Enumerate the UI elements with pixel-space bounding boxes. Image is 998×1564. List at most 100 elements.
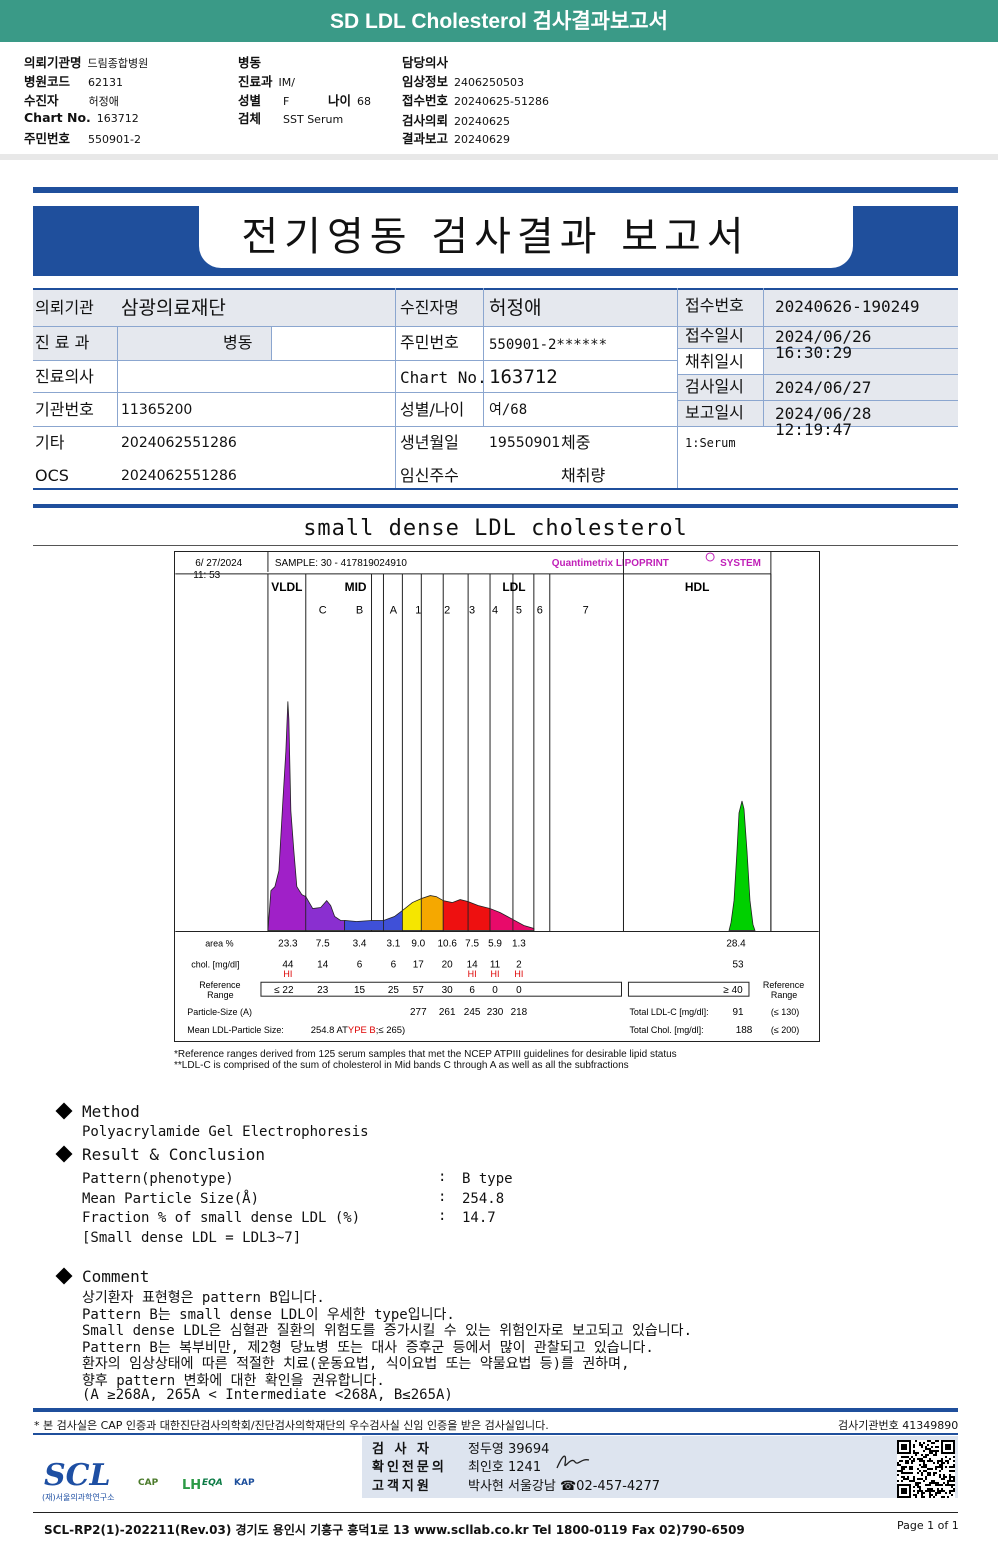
dept-field: 진료과 IM/	[238, 74, 295, 89]
particle-size-value: 230	[487, 1007, 504, 1018]
report-date-value: 2024/06/28 12:19:47	[775, 404, 872, 439]
qr-code-icon	[897, 1440, 955, 1498]
dept-value: 병동	[223, 333, 253, 352]
band-peak	[467, 900, 491, 931]
ldl-band-label: 7	[583, 605, 589, 617]
chart-value: 163712	[489, 366, 558, 388]
result-note: [Small dense LDL = LDL3~7]	[82, 1230, 302, 1246]
chol-flag: HI	[514, 969, 523, 979]
band-peak	[489, 907, 514, 931]
ldl-band-label: 6	[537, 605, 543, 617]
ldl-band-label: 4	[492, 605, 498, 617]
sexage-label: 성별/나이	[400, 400, 465, 419]
inst-value: 11365200	[121, 402, 193, 418]
report-date-label: 보고일시	[685, 403, 744, 422]
company-address: SCL-RP2(1)-202211(Rev.03) 경기도 용인시 기흥구 흥덕…	[44, 1523, 745, 1537]
area-value: 7.5	[465, 938, 479, 949]
patient-info-table: 의뢰기관 삼광의료재단 수진자명 허정애 접수번호 20240626-19024…	[33, 288, 958, 490]
result-fraction-key: Fraction % of small dense LDL (%)	[82, 1210, 361, 1226]
receipt-date-value: 2024/06/26 16:30:29	[775, 327, 872, 362]
result-date-field: 결과보고 20240629	[402, 131, 511, 146]
total-chol-value: 188	[736, 1025, 753, 1036]
mid-band-label: C	[319, 605, 327, 617]
report-header-title: SD LDL Cholesterol 검사결과보고서	[0, 0, 998, 42]
ocs-label: OCS	[35, 466, 69, 485]
ref-range-value: 15	[354, 985, 366, 996]
chart-label: Chart No.	[400, 368, 487, 387]
chart-time: 11: 53	[193, 570, 220, 581]
ref-range-value: 23	[317, 985, 329, 996]
page-number: Page 1 of 1	[897, 1519, 959, 1532]
band-peak	[383, 909, 403, 931]
diamond-bullet-icon	[55, 1145, 73, 1163]
footnote-2: **LDL-C is comprised of the sum of chole…	[174, 1060, 629, 1071]
comment-line: Pattern B는 복부비만, 제2형 당뇨병 또는 대사 증후군 등에서 많…	[82, 1340, 654, 1356]
section-top-rule	[33, 504, 958, 508]
band-peak	[420, 895, 444, 931]
ldl-band-label: 2	[444, 605, 450, 617]
total-chol-ref: (≤ 200)	[771, 1025, 799, 1035]
confirm-row: 확인전문의 최인호 1241	[372, 1460, 542, 1475]
ocs-value: 2024062551286	[121, 468, 237, 484]
row-label-particle: Particle-Size (A)	[187, 1007, 252, 1017]
preg-label: 임신주수	[400, 466, 459, 485]
band-labels: VLDL MID LDL HDL C B A 1 2 3 4 5 6 7	[271, 580, 709, 617]
band-peak	[401, 897, 422, 931]
chol-flag: HI	[491, 969, 500, 979]
chol-value: 6	[357, 959, 363, 970]
test-date-label: 검사일시	[685, 377, 744, 396]
birth-value: 19550901	[489, 435, 561, 451]
chol-value: 20	[442, 959, 454, 970]
total-ldl-value: 91	[732, 1007, 744, 1018]
dept-label: 진 료 과	[35, 333, 90, 352]
title-banner	[33, 206, 958, 276]
report-title: 전기영동 검사결과 보고서	[241, 214, 750, 260]
sex-field: 성별 F	[238, 93, 290, 108]
referrer-value: 삼광의료재단	[121, 297, 226, 319]
comment-line: 상기환자 표현형은 pattern B입니다.	[82, 1290, 325, 1306]
lipoprint-chart: 6/ 27/2024 11: 53 SAMPLE: 30 - 417819024…	[174, 551, 820, 1042]
particle-size-value: 277	[410, 1007, 427, 1018]
method-heading: Method	[55, 1102, 140, 1121]
specimen-field: 검체 SST Serum	[238, 111, 344, 126]
referrer-label: 의뢰기관	[35, 298, 94, 317]
hospital-code-field: 병원코드 62131	[24, 74, 124, 89]
receipt-no-value: 20240626-190249	[775, 297, 920, 316]
scl-logo: SCL	[44, 1458, 111, 1493]
chol-value: 2	[516, 959, 522, 970]
doctor-label: 진료의사	[35, 367, 94, 386]
band-peak	[728, 800, 756, 931]
area-value: 10.6	[438, 938, 458, 949]
signature-panel	[362, 1436, 958, 1498]
sexage-value: 여/68	[489, 402, 528, 418]
row-label-area: area %	[205, 938, 233, 948]
ward-field: 병동	[238, 55, 262, 70]
result-size-value: 254.8	[462, 1191, 505, 1207]
ref-range-value: 6	[469, 985, 475, 996]
footer-bottom-rule	[33, 1512, 958, 1513]
total-chol-label: Total Chol. [mg/dl]:	[629, 1025, 703, 1035]
mid-band-label: A	[390, 605, 398, 617]
diamond-bullet-icon	[55, 1102, 73, 1120]
band-group-label: HDL	[685, 580, 710, 594]
chol-value: 17	[413, 959, 425, 970]
total-ldl-ref: (≤ 130)	[771, 1007, 799, 1017]
patient-name-field: 수진자 허정애	[24, 93, 119, 108]
band-peak	[442, 899, 469, 931]
rrn-label: 주민번호	[400, 333, 459, 352]
receipt-no-field: 접수번호 20240625-51286	[402, 93, 549, 108]
lab-number: 검사기관번호 41349890	[838, 1419, 959, 1432]
comment-line: 향후 pattern 변화에 대한 확인을 권유합니다.	[82, 1373, 385, 1389]
result-colon: :	[438, 1208, 447, 1224]
chart-sample: SAMPLE: 30 - 417819024910	[275, 558, 408, 569]
row-label-ref: Reference	[199, 980, 240, 990]
chart-brand: Quantimetrix LIPOPRINT	[552, 558, 669, 569]
doctor-field: 담당의사	[402, 55, 449, 70]
band-peak	[267, 701, 307, 931]
result-size-key: Mean Particle Size(Å)	[82, 1191, 260, 1207]
signature-image	[556, 1455, 590, 1469]
chol-value: 14	[317, 959, 329, 970]
results-table: area % 23.3 7.5 3.4 3.1 9.0 10.6 7.5 5.9 1.3 28.4 c…	[187, 938, 804, 1036]
band-group-label: VLDL	[271, 580, 302, 594]
support-row: 고객지원 박사현 서울강남 ☎02-457-4277	[372, 1479, 660, 1494]
